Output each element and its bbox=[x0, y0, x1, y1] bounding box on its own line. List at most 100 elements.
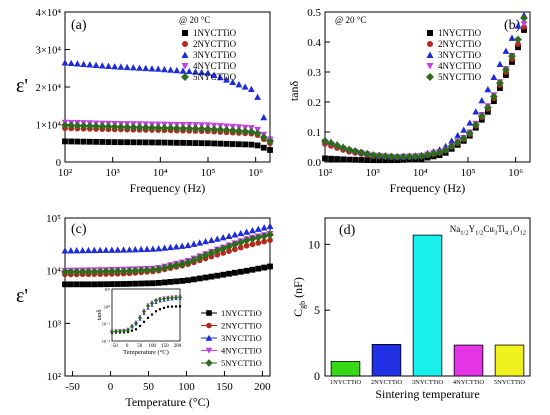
data-point bbox=[202, 238, 209, 245]
data-point bbox=[453, 138, 462, 147]
data-point bbox=[249, 227, 256, 234]
data-point bbox=[173, 139, 180, 146]
y-tick-label: 10⁴ bbox=[46, 266, 61, 278]
data-point bbox=[172, 124, 181, 133]
data-point bbox=[108, 281, 115, 288]
bar-5NYCTTiO bbox=[494, 344, 525, 377]
data-point bbox=[243, 267, 250, 274]
data-point bbox=[210, 71, 218, 78]
inset-data-point bbox=[117, 328, 123, 334]
data-point bbox=[137, 266, 146, 275]
y-tick-label: 0.1 bbox=[307, 127, 321, 139]
data-point bbox=[478, 97, 486, 104]
y-tick-label: 5 bbox=[314, 303, 320, 317]
data-point bbox=[243, 242, 250, 249]
data-point bbox=[387, 152, 396, 161]
data-point bbox=[423, 150, 432, 159]
data-point bbox=[72, 267, 81, 276]
data-point bbox=[179, 124, 187, 133]
data-point bbox=[327, 139, 335, 148]
legend-label: 3NYCTTiO bbox=[221, 333, 262, 343]
data-point bbox=[219, 244, 228, 253]
data-point bbox=[225, 232, 233, 239]
data-point bbox=[429, 149, 438, 158]
data-point bbox=[86, 138, 93, 145]
data-point bbox=[260, 113, 268, 121]
data-point bbox=[520, 21, 528, 28]
data-point bbox=[267, 237, 273, 244]
data-point bbox=[161, 244, 168, 251]
data-point bbox=[260, 144, 267, 151]
inset-data-point bbox=[142, 320, 146, 323]
inset-data-point bbox=[150, 304, 154, 307]
y-tick-label: 3×10⁴ bbox=[36, 46, 62, 57]
x-category-label: 2NYCTTiO bbox=[371, 379, 402, 386]
data-point bbox=[198, 68, 206, 76]
data-point bbox=[190, 276, 197, 283]
y-axis-label: ε' bbox=[16, 75, 28, 97]
data-point bbox=[220, 249, 227, 256]
data-point bbox=[213, 246, 222, 255]
inset-data-point bbox=[162, 306, 166, 309]
data-point bbox=[149, 139, 155, 146]
y-axis-label: ε' bbox=[16, 285, 28, 307]
data-point bbox=[78, 267, 87, 276]
data-point bbox=[67, 281, 74, 288]
y-axis-label: Cgb (nF) bbox=[291, 277, 307, 317]
legend-marker bbox=[206, 310, 212, 316]
data-point bbox=[129, 123, 138, 132]
data-point bbox=[460, 126, 468, 133]
inset-data-point bbox=[138, 324, 142, 328]
series-5NYCTTiO bbox=[61, 121, 274, 146]
data-point bbox=[114, 281, 121, 287]
data-point bbox=[231, 246, 238, 253]
data-point bbox=[179, 277, 186, 284]
data-point bbox=[253, 129, 262, 138]
data-point bbox=[261, 264, 268, 271]
inset-x-tick-label: 200 bbox=[174, 344, 182, 349]
x-axis-label: Sintering temperature bbox=[375, 387, 479, 401]
inset-data-point bbox=[109, 329, 115, 334]
x-tick-label: 10² bbox=[318, 167, 333, 179]
data-point bbox=[411, 152, 420, 161]
data-point bbox=[74, 60, 81, 67]
data-point bbox=[117, 123, 125, 131]
data-point bbox=[357, 148, 366, 157]
data-point bbox=[509, 59, 515, 65]
data-point bbox=[248, 235, 257, 243]
inset-data-point bbox=[130, 329, 134, 332]
inset-data-point bbox=[145, 303, 151, 308]
data-point bbox=[143, 266, 151, 274]
data-point bbox=[515, 44, 521, 51]
series-4NYCTTiO bbox=[321, 21, 528, 161]
data-point bbox=[201, 251, 210, 260]
data-point bbox=[231, 231, 239, 238]
legend-marker bbox=[206, 322, 212, 329]
legend-marker bbox=[426, 73, 434, 81]
x-tick-label: 100 bbox=[178, 381, 195, 393]
inset-y-axis-label: tanδ bbox=[96, 309, 103, 320]
inset-data-point bbox=[133, 321, 139, 326]
data-point bbox=[102, 267, 110, 276]
data-point bbox=[142, 139, 149, 146]
data-point bbox=[203, 125, 212, 133]
inset-x-tick-label: 100 bbox=[149, 344, 157, 349]
data-point bbox=[184, 241, 192, 249]
data-point bbox=[521, 27, 527, 33]
data-point bbox=[322, 155, 328, 162]
data-point bbox=[136, 64, 143, 71]
data-point bbox=[213, 235, 221, 242]
data-point bbox=[149, 280, 156, 287]
data-point bbox=[247, 127, 256, 136]
x-axis-label: Frequency (Hz) bbox=[130, 181, 206, 195]
data-point bbox=[61, 121, 69, 130]
data-point bbox=[242, 236, 251, 245]
y-tick-label: 1×10⁴ bbox=[36, 121, 62, 132]
data-point bbox=[483, 103, 492, 112]
data-point bbox=[62, 138, 68, 145]
x-tick-label: -50 bbox=[65, 381, 80, 393]
x-category-label: 3NYCTTiO bbox=[412, 379, 443, 386]
data-point bbox=[204, 69, 212, 76]
data-point bbox=[242, 141, 249, 148]
